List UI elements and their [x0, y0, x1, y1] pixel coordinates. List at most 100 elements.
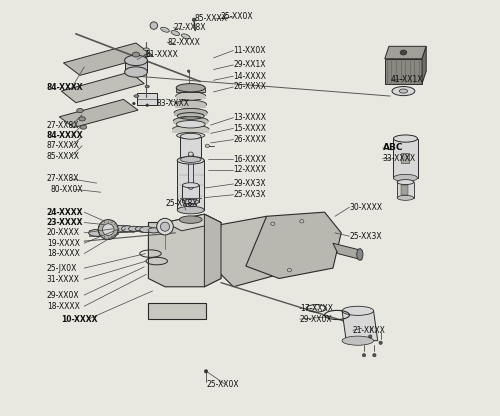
- Text: 29-XX0X: 29-XX0X: [47, 290, 80, 300]
- Polygon shape: [342, 311, 378, 341]
- Ellipse shape: [124, 55, 148, 66]
- Polygon shape: [400, 153, 409, 163]
- Ellipse shape: [140, 227, 153, 233]
- Polygon shape: [397, 182, 414, 198]
- Bar: [140, 227, 153, 233]
- Polygon shape: [394, 139, 417, 178]
- Polygon shape: [175, 104, 206, 108]
- Ellipse shape: [372, 354, 376, 357]
- Polygon shape: [62, 72, 144, 103]
- Text: 83-XXXX: 83-XXXX: [156, 99, 190, 108]
- Ellipse shape: [172, 125, 209, 134]
- Text: 29-XX3X: 29-XX3X: [234, 179, 266, 188]
- Ellipse shape: [392, 87, 415, 96]
- Ellipse shape: [140, 227, 153, 233]
- Polygon shape: [182, 185, 199, 202]
- Ellipse shape: [362, 354, 366, 357]
- Polygon shape: [148, 214, 221, 287]
- Ellipse shape: [132, 102, 135, 105]
- Ellipse shape: [174, 109, 208, 117]
- Ellipse shape: [270, 222, 275, 225]
- Polygon shape: [174, 113, 208, 116]
- Polygon shape: [217, 216, 283, 287]
- Polygon shape: [402, 186, 407, 195]
- Text: 80-XX0X: 80-XX0X: [50, 185, 83, 194]
- Ellipse shape: [128, 226, 140, 231]
- Polygon shape: [333, 243, 362, 260]
- Polygon shape: [384, 46, 426, 59]
- Ellipse shape: [180, 216, 202, 223]
- Ellipse shape: [188, 70, 190, 72]
- Text: 30-XXXX: 30-XXXX: [350, 203, 382, 212]
- Ellipse shape: [79, 117, 86, 121]
- Text: 27-XX8X: 27-XX8X: [47, 174, 80, 183]
- Ellipse shape: [88, 230, 104, 236]
- Text: 82-XXXX: 82-XXXX: [167, 38, 200, 47]
- Text: 25-JX0X: 25-JX0X: [47, 264, 77, 272]
- Text: 84-XXXX: 84-XXXX: [47, 131, 84, 140]
- Text: 24-XXXX: 24-XXXX: [47, 208, 84, 217]
- Polygon shape: [172, 129, 209, 133]
- Ellipse shape: [144, 54, 148, 57]
- Ellipse shape: [100, 225, 118, 234]
- Ellipse shape: [145, 85, 149, 88]
- Text: 29-XX1X: 29-XX1X: [234, 60, 266, 69]
- Ellipse shape: [379, 341, 382, 344]
- Polygon shape: [246, 212, 341, 278]
- Text: 26-XXXX: 26-XXXX: [234, 135, 266, 144]
- Ellipse shape: [146, 104, 148, 106]
- Text: 84-XXXX: 84-XXXX: [47, 83, 84, 92]
- Ellipse shape: [148, 228, 160, 233]
- Ellipse shape: [100, 225, 118, 234]
- Ellipse shape: [132, 52, 140, 57]
- Ellipse shape: [394, 135, 417, 142]
- Polygon shape: [125, 60, 147, 72]
- Text: ABC: ABC: [382, 144, 403, 152]
- Ellipse shape: [180, 134, 201, 139]
- Ellipse shape: [122, 226, 134, 232]
- Ellipse shape: [171, 30, 179, 35]
- Text: 25-XX0X: 25-XX0X: [206, 380, 239, 389]
- Ellipse shape: [124, 67, 148, 77]
- Ellipse shape: [102, 224, 114, 235]
- Ellipse shape: [300, 220, 304, 223]
- Ellipse shape: [188, 185, 193, 189]
- Ellipse shape: [175, 100, 206, 109]
- Polygon shape: [60, 99, 138, 128]
- Bar: [128, 226, 140, 231]
- Bar: [100, 225, 118, 234]
- Ellipse shape: [400, 89, 407, 93]
- Polygon shape: [384, 59, 422, 84]
- Ellipse shape: [160, 222, 170, 231]
- Text: 85-XXXX: 85-XXXX: [194, 14, 227, 22]
- Ellipse shape: [180, 156, 201, 162]
- Ellipse shape: [176, 132, 205, 139]
- Bar: [112, 225, 127, 232]
- Ellipse shape: [128, 226, 140, 231]
- Ellipse shape: [122, 226, 134, 232]
- Text: 85-XXXX: 85-XXXX: [47, 152, 80, 161]
- Ellipse shape: [176, 121, 205, 128]
- Ellipse shape: [182, 183, 199, 188]
- Ellipse shape: [76, 109, 84, 113]
- Text: 14-XXXX: 14-XXXX: [234, 72, 266, 81]
- Text: 31-XXXX: 31-XXXX: [47, 275, 80, 284]
- Text: 13-XXXX: 13-XXXX: [234, 113, 266, 122]
- Ellipse shape: [150, 22, 158, 29]
- Ellipse shape: [176, 92, 206, 100]
- Ellipse shape: [368, 335, 372, 338]
- Text: 11-XX0X: 11-XX0X: [234, 46, 266, 55]
- Ellipse shape: [182, 199, 199, 204]
- Text: 25-XX3X: 25-XX3X: [350, 232, 382, 241]
- Polygon shape: [176, 88, 205, 92]
- Text: 87-XXXX: 87-XXXX: [47, 141, 80, 150]
- Ellipse shape: [397, 196, 414, 201]
- Text: 81-XXXX: 81-XXXX: [146, 50, 178, 59]
- Ellipse shape: [98, 220, 118, 240]
- Text: 18-XXXX: 18-XXXX: [47, 249, 80, 258]
- Ellipse shape: [112, 225, 127, 232]
- Polygon shape: [204, 214, 221, 287]
- Polygon shape: [137, 93, 156, 105]
- Text: 25-XX3X: 25-XX3X: [234, 190, 266, 199]
- Text: 23-XXXX: 23-XXXX: [47, 218, 84, 227]
